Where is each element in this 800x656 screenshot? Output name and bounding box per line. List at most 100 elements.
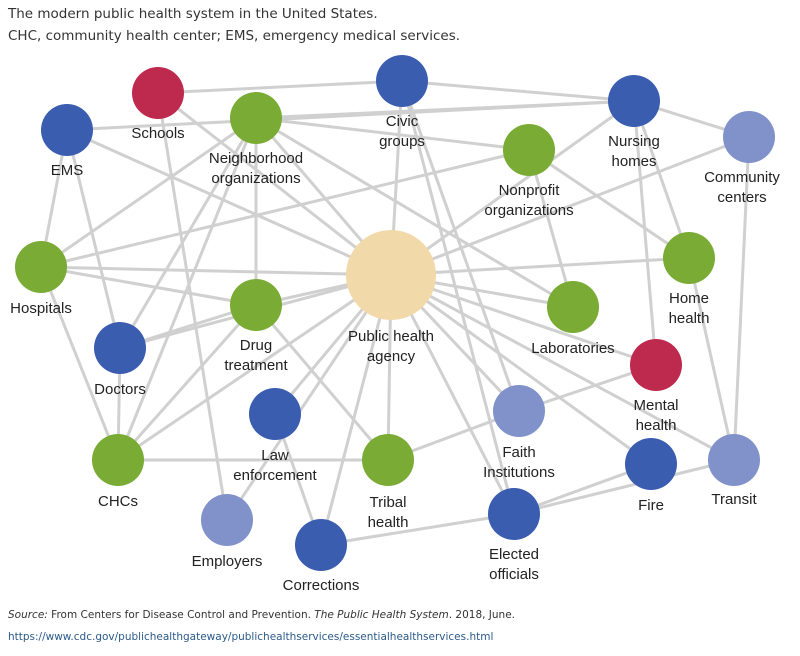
node-label-corrections: Corrections	[283, 577, 360, 594]
source-citation: Source: From Centers for Disease Control…	[8, 604, 788, 648]
node-label-pha: Public health	[348, 328, 434, 345]
edge-elected-transit	[513, 458, 735, 516]
source-title: The Public Health System	[314, 609, 449, 621]
edge-neighborhood-nursing	[255, 99, 635, 120]
node-chcs: CHCs	[92, 434, 144, 510]
node-label-pha: agency	[367, 348, 416, 365]
node-label-fire: Fire	[638, 497, 664, 514]
node-circle-employers	[201, 494, 253, 546]
node-circle-faith	[493, 385, 545, 437]
node-circle-doctors	[94, 322, 146, 374]
node-label-employers: Employers	[192, 553, 263, 570]
edge-pha-employers	[225, 274, 393, 521]
edge-drug-tribal	[254, 304, 390, 461]
node-label-neighborhood: Neighborhood	[209, 150, 303, 167]
node-label-elected: officials	[489, 566, 539, 583]
node-label-drug: Drug	[240, 337, 273, 354]
node-schools: Schools	[131, 67, 185, 142]
node-label-civic: Civic	[386, 113, 419, 130]
node-label-nonprofit: Nonprofit	[499, 182, 561, 199]
node-circle-labs	[547, 281, 599, 333]
edge-pha-transit	[390, 273, 735, 462]
node-label-labs: Laboratories	[531, 340, 614, 357]
edge-home-transit	[687, 257, 736, 461]
edge-drug-chcs	[116, 304, 258, 461]
node-label-law: enforcement	[233, 467, 317, 484]
node-circle-community	[723, 111, 775, 163]
node-circle-neighborhood	[230, 92, 282, 144]
node-mental: Mental health	[630, 339, 682, 434]
edge-elected-corrections	[320, 512, 515, 547]
node-label-transit: Transit	[711, 491, 757, 508]
node-circle-tribal	[362, 434, 414, 486]
node-label-civic: groups	[379, 133, 425, 150]
node-label-home: Home	[669, 290, 709, 307]
node-label-drug: treatment	[224, 357, 288, 374]
node-circle-civic	[376, 55, 428, 107]
node-label-doctors: Doctors	[94, 381, 146, 398]
node-circle-home	[663, 232, 715, 284]
node-label-community: Community	[704, 169, 780, 186]
node-elected: Elected officials	[488, 488, 540, 583]
edge-neighborhood-hospitals	[40, 116, 257, 269]
edge-nursing-mental	[632, 100, 658, 366]
edge-neighborhood-labs	[255, 116, 574, 309]
node-label-law: Law	[261, 447, 289, 464]
edge-hospitals-pha	[40, 265, 392, 277]
source-link[interactable]: https://www.cdc.gov/publichealthgateway/…	[8, 631, 494, 643]
node-label-ems: EMS	[51, 162, 84, 179]
node-label-tribal: Tribal	[370, 494, 407, 511]
node-circle-pha	[346, 230, 436, 320]
edge-nursing-home	[632, 100, 691, 259]
edge-community-transit	[732, 136, 751, 461]
node-circle-hospitals	[15, 241, 67, 293]
edge-schools-civic	[157, 79, 403, 95]
node-circle-law	[249, 388, 301, 440]
node-hospitals: Hospitals	[10, 241, 72, 317]
network-diagram: EMS Schools Neighborhood organizations Civic…	[10, 55, 780, 594]
node-employers: Employers	[192, 494, 263, 570]
node-faith: Faith Institutions	[483, 385, 555, 481]
edge-hospitals-chcs	[39, 266, 120, 461]
node-circle-nonprofit	[503, 124, 555, 176]
edge-civic-faith	[400, 80, 521, 412]
node-doctors: Doctors	[94, 322, 146, 398]
node-label-elected: Elected	[489, 546, 539, 563]
node-label-tribal: health	[368, 514, 409, 531]
node-circle-nursing	[608, 75, 660, 127]
node-nursing: Nursing homes	[608, 75, 660, 170]
edge-pha-chcs	[117, 273, 392, 462]
edge-pha-corrections	[319, 274, 393, 546]
node-home: Home health	[663, 232, 715, 327]
caption-title: The modern public health system in the U…	[8, 6, 378, 22]
node-corrections: Corrections	[283, 519, 360, 594]
source-date: . 2018, June.	[448, 609, 516, 621]
node-transit: Transit	[708, 434, 760, 508]
node-label-mental: health	[636, 417, 677, 434]
node-circle-drug	[230, 279, 282, 331]
edge-nonprofit-hospitals	[40, 148, 530, 269]
edge-pha-home	[390, 256, 690, 277]
source-label: Source:	[8, 609, 48, 621]
edge-neighborhood-chcs	[116, 117, 258, 461]
edge-civic-nursing	[401, 79, 635, 103]
node-drug: Drug treatment	[224, 279, 289, 374]
node-circle-mental	[630, 339, 682, 391]
edge-ems-pha	[66, 128, 392, 277]
node-circle-ems	[41, 104, 93, 156]
node-label-hospitals: Hospitals	[10, 300, 72, 317]
caption-abbreviations: CHC, community health center; EMS, emerg…	[8, 28, 461, 44]
edge-nonprofit-labs	[527, 149, 575, 308]
edge-schools-pha	[157, 91, 392, 277]
edge-pha-fire	[390, 273, 652, 466]
node-law: Law enforcement	[233, 388, 318, 484]
node-tribal: Tribal health	[362, 434, 414, 531]
node-circle-elected	[488, 488, 540, 540]
node-label-chcs: CHCs	[98, 493, 138, 510]
edge-hospitals-drug	[40, 265, 257, 307]
node-label-neighborhood: organizations	[211, 170, 300, 187]
node-circle-schools	[132, 67, 184, 119]
source-text: From Centers for Disease Control and Pre…	[47, 609, 315, 621]
edge-pha-mental	[390, 273, 657, 367]
node-label-schools: Schools	[131, 125, 184, 142]
